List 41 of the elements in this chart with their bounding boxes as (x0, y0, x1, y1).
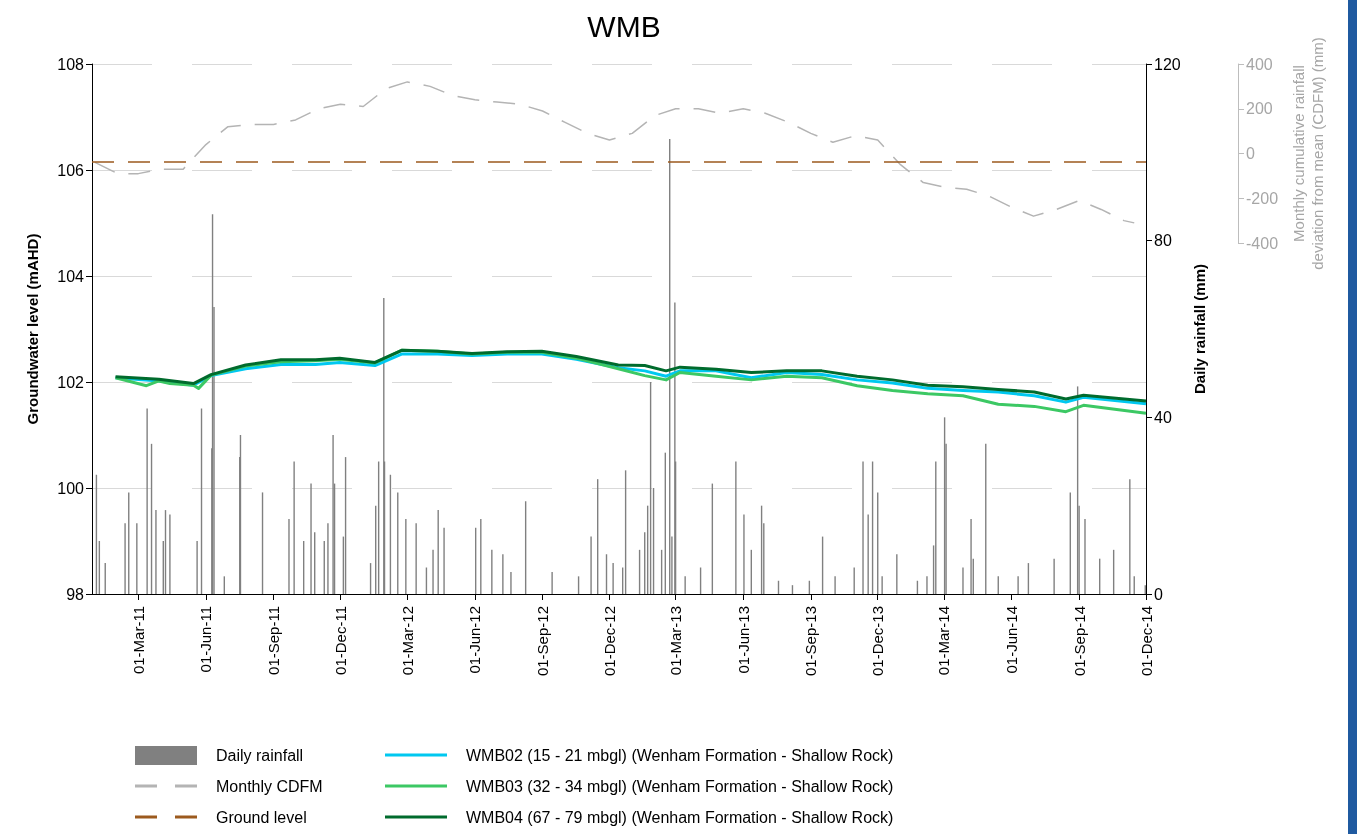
y3-tick-label: -200 (1246, 189, 1279, 207)
x-tick-label: 01-Dec-14 (1137, 606, 1155, 677)
y-tick-label: 108 (57, 55, 85, 73)
x-tick-label: 01-Mar-13 (667, 606, 685, 676)
x-tick-label: 01-Mar-14 (935, 606, 953, 676)
y3-tick-label: 0 (1246, 145, 1255, 162)
x-tick-label: 01-Jun-12 (466, 606, 484, 674)
x-tick-label: 01-Dec-11 (331, 606, 349, 675)
legend-label: Monthly CDFM (216, 777, 323, 795)
y-tick-label: 100 (57, 479, 85, 497)
legend-label: WMB03 (32 - 34 mbgl) (Wenham Formation - Shallow Rock) (466, 777, 894, 795)
legend-label: Ground level (216, 808, 307, 826)
y2-tick-label: 80 (1154, 232, 1172, 250)
x-tick-label: 01-Mar-12 (398, 606, 416, 676)
legend-label: WMB04 (67 - 79 mbgl) (Wenham Formation - Shallow Rock) (466, 808, 894, 826)
y2-axis-title: Daily rainfall (mm) (1190, 263, 1208, 395)
x-tick-label: 01-Sep-12 (534, 606, 552, 677)
x-tick-label: 01-Mar-11 (129, 606, 147, 675)
legend-label: WMB02 (15 - 21 mbgl) (Wenham Formation - Shallow Rock) (466, 746, 894, 764)
x-tick-label: 01-Jun-14 (1002, 606, 1020, 674)
x-tick-label: 01-Sep-13 (802, 606, 820, 677)
y-tick-label: 104 (57, 267, 85, 285)
y2-tick-label: 40 (1154, 408, 1172, 426)
y-tick-label: 106 (57, 161, 85, 179)
x-tick-label: 01-Dec-12 (600, 606, 618, 677)
chart-title: WMB (587, 9, 661, 43)
x-tick-label: 01-Jun-11 (197, 606, 215, 673)
y2-tick-label: 0 (1154, 585, 1163, 603)
y-tick-label: 98 (66, 585, 85, 603)
legend-label: Daily rainfall (216, 747, 304, 764)
x-tick-label: 01-Sep-11 (265, 606, 283, 675)
y3-axis-title: Monthly cumulative rainfall deviation from mean (CDFM) (mm) (1289, 37, 1326, 270)
x-tick-label: 01-Sep-14 (1070, 606, 1088, 677)
y3-tick-label: -400 (1246, 234, 1279, 252)
y3-tick-label: 400 (1246, 55, 1273, 73)
x-tick-label: 01-Dec-13 (869, 606, 887, 677)
y-axis-title: Groundwater level (mAHD) (24, 233, 41, 425)
y-tick-label: 102 (57, 373, 85, 391)
x-tick-label: 01-Jun-13 (734, 606, 752, 674)
y2-tick-label: 120 (1154, 55, 1181, 73)
y3-tick-label: 200 (1246, 100, 1273, 118)
